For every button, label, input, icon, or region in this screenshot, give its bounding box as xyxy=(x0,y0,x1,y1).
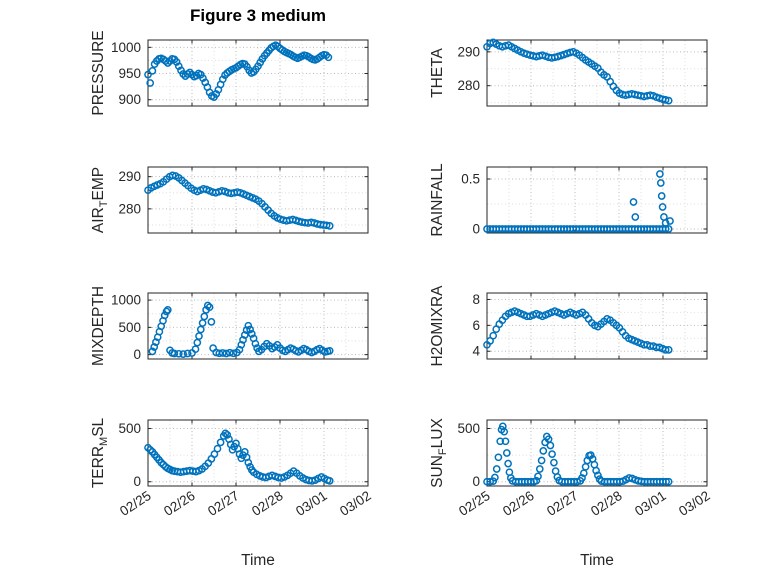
minor-grid xyxy=(148,167,368,233)
tick-marks xyxy=(147,167,369,233)
tick-marks xyxy=(147,40,369,106)
y-tick-label: 0.5 xyxy=(461,172,480,187)
axes-box xyxy=(486,292,708,360)
theta-y-axis-label: THETA xyxy=(429,48,446,98)
axes-box xyxy=(147,292,369,360)
y-tick-label: 500 xyxy=(457,421,480,436)
tick-marks xyxy=(147,420,369,486)
y-tick-label: 0 xyxy=(472,474,480,489)
axes-box xyxy=(147,166,369,234)
mixdepth-subplot: 0 500 1000 MIXDEPTH xyxy=(90,286,369,366)
y-tick-label: 8 xyxy=(472,292,480,307)
minor-grid xyxy=(487,167,707,233)
axes-box xyxy=(486,39,708,107)
x-tick-label: 02/25 xyxy=(456,488,493,519)
x-tick-label: 03/01 xyxy=(293,488,330,519)
tick-marks xyxy=(486,40,708,106)
x-tick-label: 02/27 xyxy=(205,488,242,519)
pressure-y-axis-label: PRESSURE xyxy=(90,30,107,115)
terr-msl-subplot: 0 500 02/25 02/26 02/27 02/28 03/01 03/02 TERRMS… xyxy=(90,417,374,518)
y-tick-label: 950 xyxy=(118,66,141,81)
y-tick-label: 500 xyxy=(118,421,141,436)
x-axis-label-left: Time xyxy=(241,552,275,569)
x-tick-label: 03/02 xyxy=(337,488,374,519)
x-tick-label: 03/02 xyxy=(676,488,713,519)
major-grid xyxy=(487,40,707,106)
y-tick-label: 290 xyxy=(118,169,141,184)
terr-msl-y-axis-label: TERRMSL xyxy=(90,417,110,488)
major-grid xyxy=(487,167,707,233)
y-tick-label: 290 xyxy=(457,44,480,59)
minor-grid xyxy=(148,420,368,486)
data-points xyxy=(144,171,334,230)
pressure-subplot: 900 950 1000 PRESSURE xyxy=(90,30,369,116)
h2omixra-subplot: 4 6 8 H2OMIXRA xyxy=(429,285,708,367)
data-points xyxy=(144,41,333,101)
axes-box xyxy=(147,419,369,487)
x-tick-label: 03/01 xyxy=(632,488,669,519)
y-tick-label: 1000 xyxy=(111,40,141,55)
axes-box xyxy=(486,166,708,234)
air-temp-y-axis-label: AIRTEMP xyxy=(90,167,110,233)
y-tick-label: 0 xyxy=(133,474,141,489)
sun-flux-subplot: 0 500 02/25 02/26 02/27 02/28 03/01 03/02 SUNFLU… xyxy=(429,418,713,519)
x-axis-label-right: Time xyxy=(580,552,614,569)
minor-grid xyxy=(487,293,707,359)
y-tick-label: 280 xyxy=(457,78,480,93)
data-points xyxy=(483,38,673,105)
data-points xyxy=(483,170,674,233)
axes-box xyxy=(147,39,369,107)
y-tick-label: 280 xyxy=(118,201,141,216)
theta-subplot: 280 290 THETA xyxy=(429,38,708,107)
data-points xyxy=(483,422,673,486)
figure-title: Figure 3 medium xyxy=(189,6,327,25)
rainfall-subplot: 0 0.5 RAINFALL xyxy=(429,163,708,237)
x-tick-label: 02/28 xyxy=(249,488,286,519)
y-tick-label: 900 xyxy=(118,92,141,107)
tick-marks xyxy=(486,293,708,359)
major-grid xyxy=(148,167,368,233)
x-tick-label: 02/27 xyxy=(544,488,581,519)
mixdepth-y-axis-label: MIXDEPTH xyxy=(90,286,107,366)
minor-grid xyxy=(487,420,707,486)
rainfall-y-axis-label: RAINFALL xyxy=(429,163,446,237)
x-tick-label: 02/26 xyxy=(500,488,537,519)
y-tick-label: 0 xyxy=(472,222,480,237)
air-temp-subplot: 280 290 AIRTEMP xyxy=(90,166,369,234)
axes-box xyxy=(486,419,708,487)
y-tick-label: 0 xyxy=(133,347,141,362)
data-points xyxy=(148,301,334,358)
y-tick-label: 4 xyxy=(472,344,480,359)
x-tick-label: 02/25 xyxy=(117,488,154,519)
h2omixra-y-axis-label: H2OMIXRA xyxy=(429,285,446,367)
y-tick-label: 6 xyxy=(472,318,480,333)
y-tick-label: 1000 xyxy=(111,293,141,308)
data-points xyxy=(144,429,334,485)
x-tick-label: 02/26 xyxy=(161,488,198,519)
x-tick-label: 02/28 xyxy=(588,488,625,519)
sun-flux-y-axis-label: SUNFLUX xyxy=(429,418,449,488)
y-tick-label: 500 xyxy=(118,320,141,335)
data-points xyxy=(483,307,673,354)
